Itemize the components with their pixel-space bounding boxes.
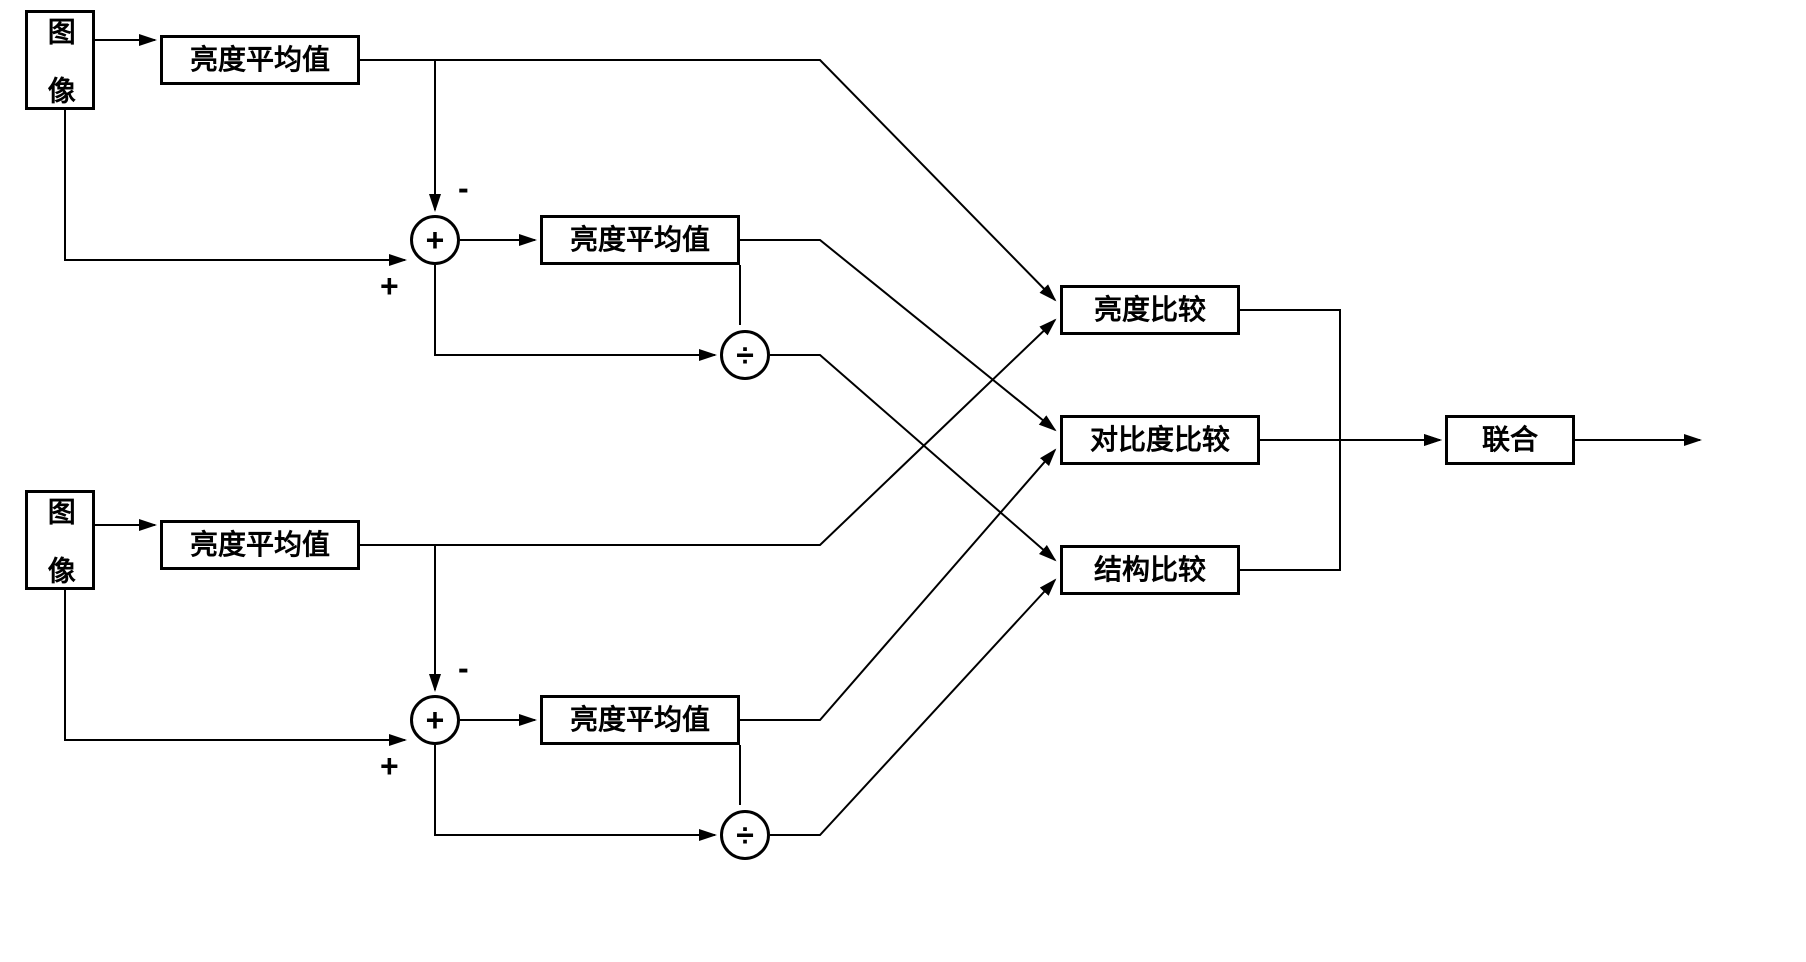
op-label-minus-2: -: [458, 650, 469, 687]
node-label: 图 像: [43, 17, 77, 104]
node-label: 亮度平均值: [190, 528, 330, 562]
node-label: 结构比较: [1094, 553, 1206, 587]
node-label: 亮度平均值: [570, 703, 710, 737]
node-label: ÷: [736, 337, 754, 374]
node-label: 亮度平均值: [190, 43, 330, 77]
connector-lines: [0, 0, 1806, 962]
node-div-1: ÷: [720, 330, 770, 380]
node-brightness-compare: 亮度比较: [1060, 285, 1240, 335]
node-label: 对比度比较: [1090, 423, 1230, 457]
node-label: ÷: [736, 817, 754, 854]
op-text: +: [380, 268, 399, 304]
op-label-plus-2: +: [380, 748, 399, 785]
node-structure-compare: 结构比较: [1060, 545, 1240, 595]
node-sum-2: +: [410, 695, 460, 745]
node-div-2: ÷: [720, 810, 770, 860]
op-text: -: [458, 170, 469, 206]
node-brightness-avg-1b: 亮度平均值: [540, 215, 740, 265]
node-combine: 联合: [1445, 415, 1575, 465]
node-brightness-avg-1a: 亮度平均值: [160, 35, 360, 85]
node-image-1: 图 像: [25, 10, 95, 110]
node-label: +: [426, 222, 445, 259]
node-label: 亮度比较: [1094, 293, 1206, 327]
op-text: -: [458, 650, 469, 686]
op-text: +: [380, 748, 399, 784]
node-sum-1: +: [410, 215, 460, 265]
node-image-2: 图 像: [25, 490, 95, 590]
node-label: +: [426, 702, 445, 739]
op-label-plus-1: +: [380, 268, 399, 305]
node-brightness-avg-2a: 亮度平均值: [160, 520, 360, 570]
node-contrast-compare: 对比度比较: [1060, 415, 1260, 465]
node-label: 图 像: [43, 497, 77, 584]
flowchart-diagram: 图 像 图 像 亮度平均值 亮度平均值 亮度平均值 亮度平均值 + ÷ + ÷ …: [0, 0, 1806, 962]
node-label: 联合: [1482, 423, 1538, 457]
op-label-minus-1: -: [458, 170, 469, 207]
node-label: 亮度平均值: [570, 223, 710, 257]
node-brightness-avg-2b: 亮度平均值: [540, 695, 740, 745]
